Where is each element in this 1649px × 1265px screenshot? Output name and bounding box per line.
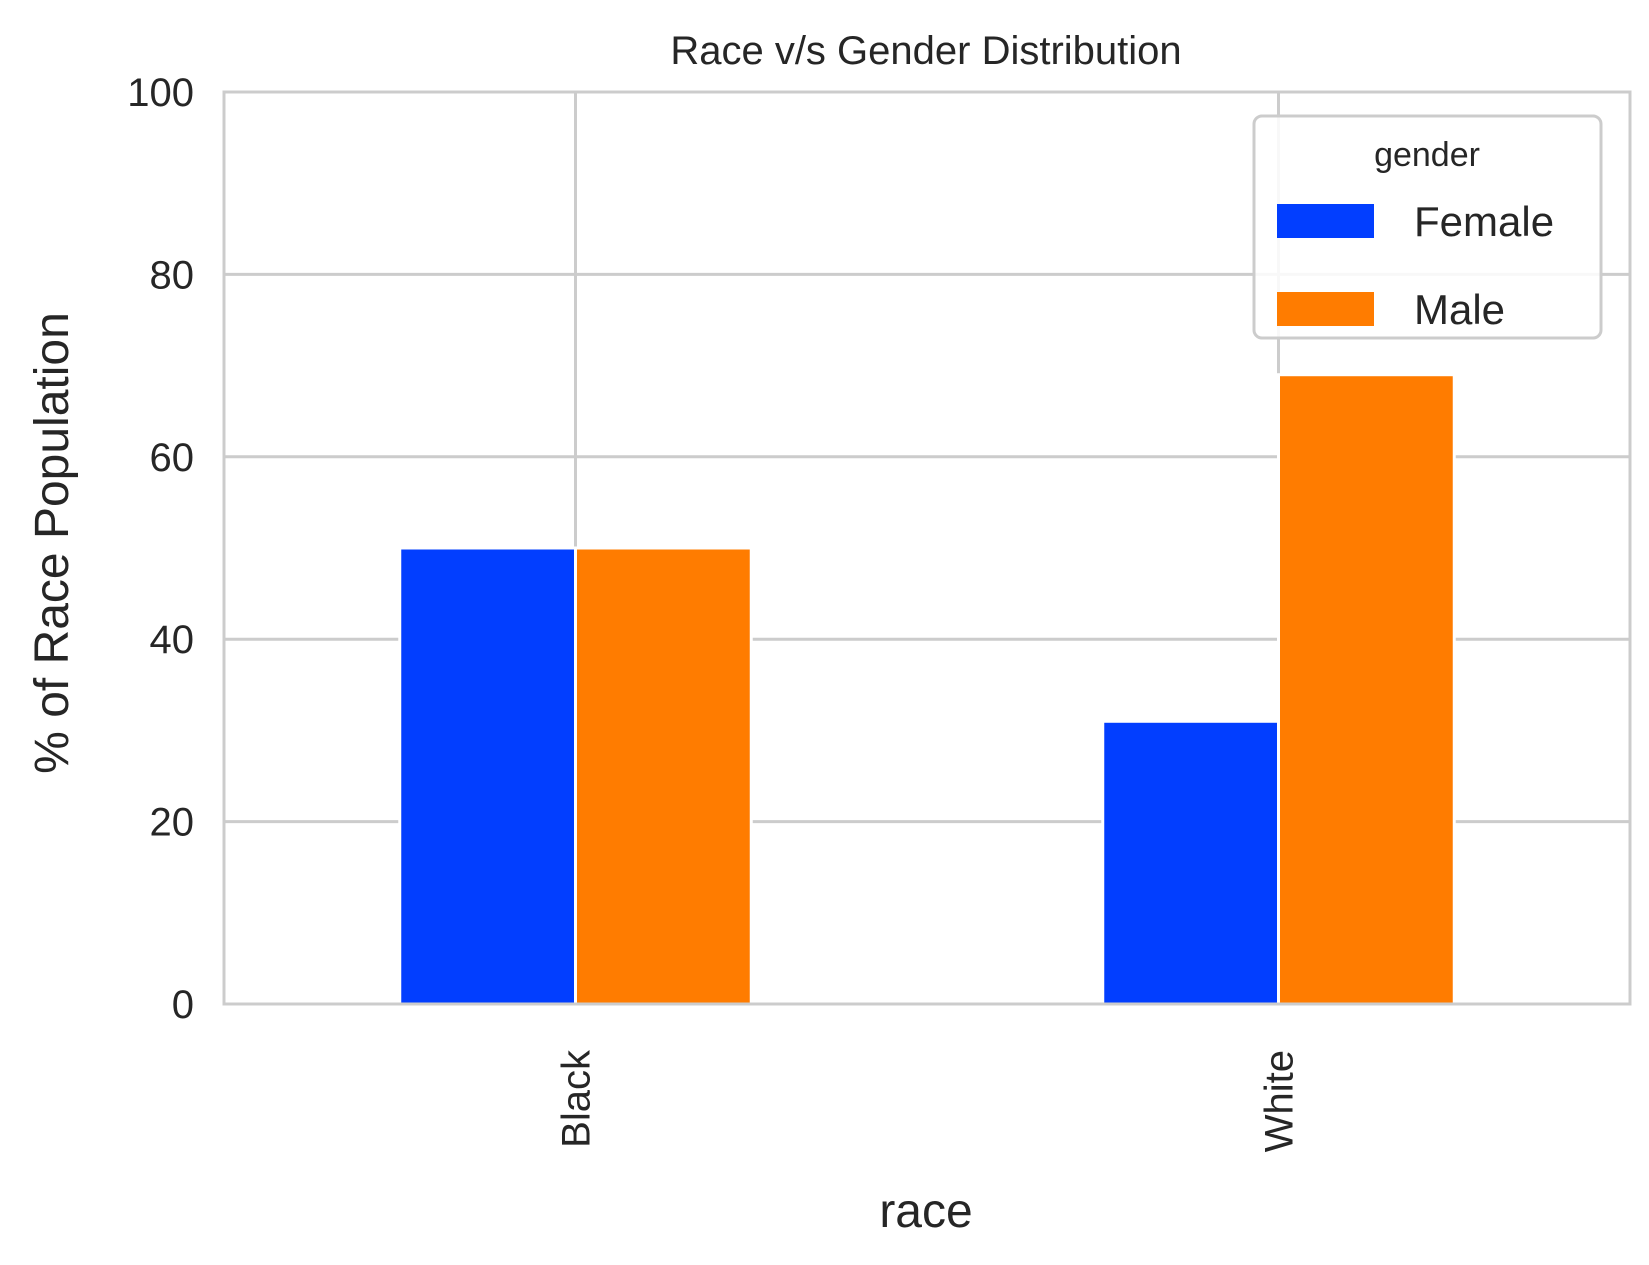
legend-box	[1252, 114, 1603, 340]
y-tick-label: 40	[150, 618, 195, 662]
chart-title: Race v/s Gender Distribution	[670, 29, 1181, 73]
legend-label-female: Female	[1414, 198, 1554, 245]
x-axis-label: race	[879, 1185, 972, 1238]
bar-white-female	[1101, 719, 1280, 1006]
bars	[398, 373, 1456, 1006]
y-tick-label: 60	[150, 436, 195, 480]
legend-swatch-male	[1277, 292, 1374, 326]
x-tick-label: Black	[555, 1049, 599, 1148]
x-axis-ticks: Black White	[555, 1049, 1302, 1152]
legend-title: gender	[1374, 136, 1480, 174]
y-tick-label: 80	[150, 253, 195, 297]
bar-black-male	[574, 546, 753, 1006]
y-tick-label: 0	[172, 983, 194, 1027]
legend: gender Female Male	[1252, 114, 1603, 340]
y-tick-label: 100	[127, 71, 194, 115]
legend-swatch-female	[1277, 204, 1374, 238]
legend-items: Female Male	[1277, 198, 1554, 333]
bar-black-female	[398, 546, 577, 1006]
y-tick-label: 20	[150, 801, 195, 845]
plot-frame	[222, 90, 1632, 1006]
y-axis-ticks: 0 20 40 60 80 100	[127, 71, 194, 1027]
x-tick-label: White	[1258, 1050, 1302, 1152]
y-axis-label: % of Race Population	[26, 312, 79, 774]
bar-white-male	[1277, 373, 1456, 1006]
legend-label-male: Male	[1414, 286, 1505, 333]
